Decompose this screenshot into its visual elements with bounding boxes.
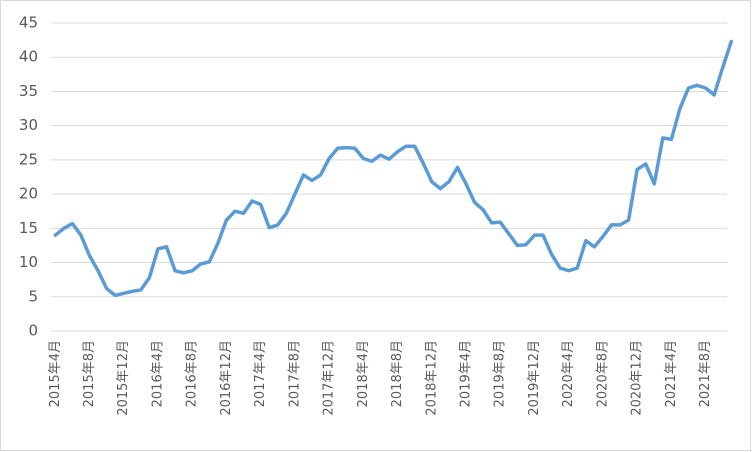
- x-tick-label: 2017年4月: [253, 340, 268, 407]
- x-tick-label: 2015年4月: [48, 340, 63, 407]
- x-tick-label: 2019年4月: [459, 340, 474, 407]
- x-tick-label: 2018年8月: [390, 340, 405, 407]
- x-tick-label: 2016年4月: [150, 340, 165, 407]
- y-tick-label: 30: [19, 116, 38, 134]
- x-tick-label: 2021年8月: [698, 340, 713, 407]
- y-tick-label: 25: [19, 150, 38, 168]
- y-tick-label: 20: [19, 185, 38, 203]
- x-tick-label: 2021年4月: [664, 340, 679, 407]
- y-tick-label: 5: [28, 287, 38, 305]
- x-tick-label: 2018年4月: [356, 340, 371, 407]
- x-tick-label: 2017年8月: [287, 340, 302, 407]
- y-tick-label: 40: [19, 48, 38, 66]
- x-tick-label: 2015年8月: [82, 340, 97, 407]
- y-tick-label: 35: [19, 82, 38, 100]
- y-tick-label: 10: [19, 253, 38, 271]
- x-tick-label: 2020年12月: [630, 340, 645, 416]
- x-tick-label: 2018年12月: [424, 340, 439, 416]
- x-tick-label: 2016年8月: [185, 340, 200, 407]
- x-tick-label: 2020年4月: [561, 340, 576, 407]
- x-tick-label: 2017年12月: [322, 340, 337, 416]
- data-line: [53, 39, 734, 298]
- x-tick-label: 2016年12月: [219, 340, 234, 416]
- y-tick-label: 45: [19, 14, 38, 32]
- x-tick-label: 2019年12月: [527, 340, 542, 416]
- y-tick-label: 0: [28, 322, 38, 340]
- x-tick-label: 2020年8月: [595, 340, 610, 407]
- y-tick-label: 15: [19, 219, 38, 237]
- x-tick-label: 2015年12月: [116, 340, 131, 416]
- x-tick-label: 2019年8月: [493, 340, 508, 407]
